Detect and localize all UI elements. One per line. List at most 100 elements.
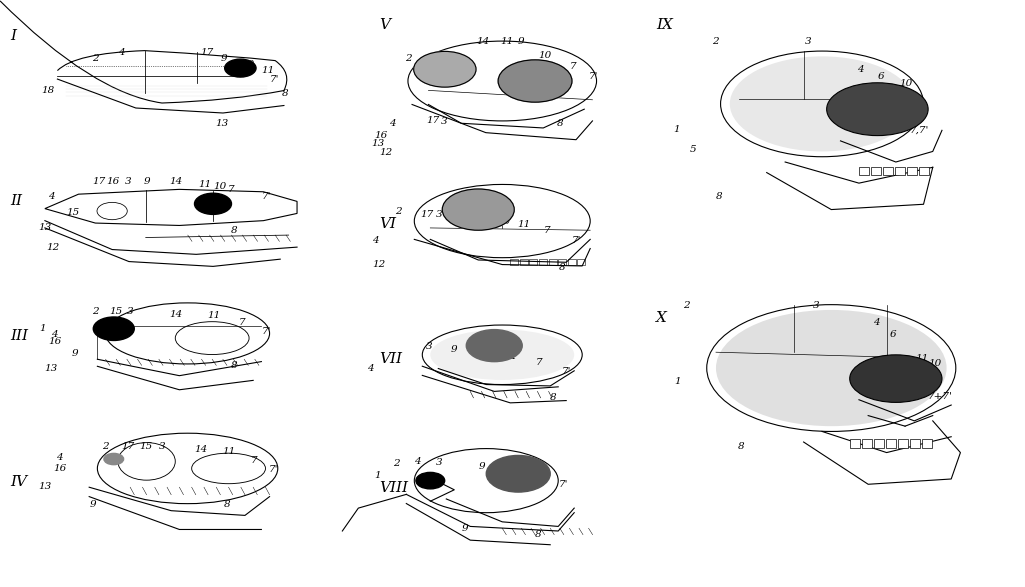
Text: 15: 15 <box>67 208 80 217</box>
Text: 11: 11 <box>504 352 518 361</box>
Text: 13: 13 <box>38 223 51 232</box>
Text: 18: 18 <box>41 86 54 96</box>
Ellipse shape <box>826 83 929 136</box>
Text: IX: IX <box>656 18 672 32</box>
Text: 16: 16 <box>107 177 120 187</box>
Circle shape <box>416 473 445 489</box>
Text: VI: VI <box>379 217 397 231</box>
Text: 3: 3 <box>125 177 131 187</box>
Text: 16: 16 <box>374 130 387 140</box>
Text: 6: 6 <box>890 330 896 339</box>
Text: 14: 14 <box>169 177 182 187</box>
Text: 2: 2 <box>712 36 719 46</box>
Text: 14: 14 <box>477 36 490 46</box>
Text: 7': 7' <box>261 327 271 336</box>
Text: 10: 10 <box>241 60 254 69</box>
Text: 9: 9 <box>518 36 524 46</box>
Text: 10: 10 <box>929 359 942 369</box>
Text: 9: 9 <box>461 524 467 533</box>
Text: 11: 11 <box>207 311 220 321</box>
Text: 3: 3 <box>805 36 811 46</box>
Text: 7,7': 7,7' <box>910 126 930 135</box>
Text: 4: 4 <box>56 453 63 463</box>
Bar <box>873 439 884 448</box>
Text: 4: 4 <box>390 119 396 128</box>
Bar <box>886 439 896 448</box>
Text: 4: 4 <box>873 318 879 328</box>
Text: 2: 2 <box>102 441 109 451</box>
Text: 3: 3 <box>436 210 442 220</box>
Ellipse shape <box>715 310 947 426</box>
Text: 10: 10 <box>213 181 227 191</box>
Text: 9: 9 <box>472 214 478 223</box>
Bar <box>850 439 860 448</box>
Text: 16: 16 <box>53 464 67 473</box>
Bar <box>883 167 893 176</box>
Text: 7': 7' <box>270 75 279 84</box>
Circle shape <box>104 453 124 465</box>
Text: 2: 2 <box>683 301 689 310</box>
Text: 4: 4 <box>414 457 420 467</box>
Text: 5: 5 <box>690 145 696 154</box>
Bar <box>871 167 882 176</box>
Text: 7': 7' <box>588 72 598 81</box>
Text: 9: 9 <box>918 369 925 379</box>
Text: X: X <box>656 311 667 325</box>
Text: 12: 12 <box>372 259 385 269</box>
Text: 11: 11 <box>518 220 531 229</box>
Ellipse shape <box>850 355 942 403</box>
Text: 7': 7' <box>572 236 581 245</box>
Text: 7: 7 <box>570 62 576 71</box>
Text: 8: 8 <box>559 262 565 272</box>
Text: 9: 9 <box>884 94 890 103</box>
Text: 13: 13 <box>371 139 384 149</box>
Text: 9: 9 <box>72 349 78 359</box>
Text: IV: IV <box>10 475 28 490</box>
Text: 9: 9 <box>451 345 457 354</box>
Text: 2: 2 <box>395 207 401 216</box>
Text: 7': 7' <box>261 192 271 201</box>
Text: 7: 7 <box>228 184 234 194</box>
Text: 11: 11 <box>261 66 275 75</box>
Text: 8: 8 <box>557 119 563 128</box>
Bar <box>921 439 932 448</box>
Text: 3: 3 <box>436 458 442 467</box>
Text: 8: 8 <box>549 393 556 402</box>
Text: 15: 15 <box>110 306 123 316</box>
Text: 10: 10 <box>899 79 912 88</box>
Circle shape <box>443 189 515 230</box>
Circle shape <box>224 59 256 77</box>
Text: 15: 15 <box>139 441 153 451</box>
Text: 8: 8 <box>738 441 744 451</box>
Text: 3: 3 <box>813 301 819 310</box>
Text: 7: 7 <box>251 456 257 465</box>
Text: 1: 1 <box>374 471 380 480</box>
Bar <box>559 259 566 265</box>
Text: 11: 11 <box>198 180 211 190</box>
Circle shape <box>93 317 134 340</box>
Bar <box>910 439 919 448</box>
Text: 17: 17 <box>200 48 213 58</box>
Text: 8: 8 <box>535 529 541 539</box>
Text: VII: VII <box>379 352 402 366</box>
Text: 3: 3 <box>127 306 133 316</box>
Text: VIII: VIII <box>379 481 408 495</box>
Text: 17: 17 <box>92 177 106 187</box>
Text: 8: 8 <box>223 500 230 510</box>
Text: 11: 11 <box>500 36 514 46</box>
Bar <box>859 167 869 176</box>
Text: 3: 3 <box>425 342 432 351</box>
Text: 8: 8 <box>231 225 237 235</box>
Bar <box>898 439 908 448</box>
Bar <box>568 259 576 265</box>
Circle shape <box>498 60 572 102</box>
Text: 3: 3 <box>441 117 447 126</box>
Bar <box>895 167 905 176</box>
Text: 16: 16 <box>48 337 61 346</box>
Text: 9: 9 <box>220 54 227 63</box>
Text: 2: 2 <box>393 459 399 468</box>
Text: 7: 7 <box>529 469 535 478</box>
Text: 9: 9 <box>479 461 485 471</box>
Text: 8: 8 <box>715 192 722 201</box>
Bar <box>539 259 547 265</box>
